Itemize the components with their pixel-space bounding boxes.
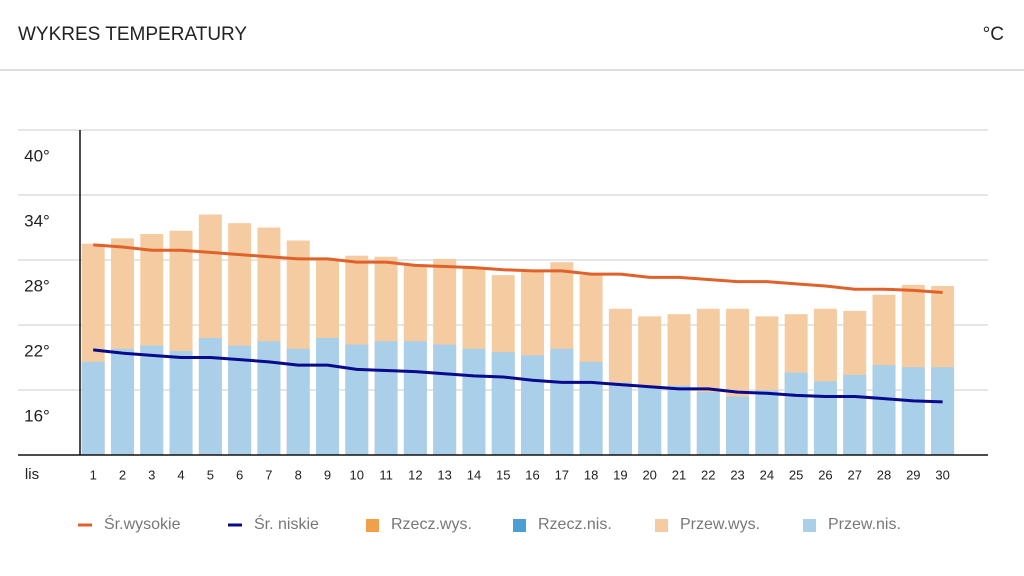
x-tick-label: 26: [818, 467, 832, 482]
x-tick-label: 5: [207, 467, 214, 482]
x-tick-label: 25: [789, 467, 803, 482]
x-tick-label: 19: [613, 467, 627, 482]
legend-swatch: [513, 519, 526, 532]
unit-label: °C: [983, 24, 1004, 45]
bar: [257, 341, 281, 455]
y-tick-label: 28°: [24, 276, 50, 295]
y-tick-label: 40°: [24, 146, 50, 165]
bar: [110, 348, 134, 455]
bar: [433, 344, 457, 455]
legend-label: Śr.wysokie: [104, 514, 181, 533]
x-tick-label: 18: [584, 467, 598, 482]
x-tick-label: 20: [642, 467, 656, 482]
x-tick-label: 12: [408, 467, 422, 482]
line: [93, 243, 943, 294]
bar: [813, 381, 837, 455]
bar: [521, 355, 545, 455]
x-tick-label: 7: [265, 467, 272, 482]
x-tick-label: 27: [847, 467, 861, 482]
legend-swatch: [803, 519, 816, 532]
bar: [755, 390, 779, 455]
y-tick-label: 22°: [24, 341, 50, 360]
bar: [872, 365, 896, 455]
x-tick-label: 8: [295, 467, 302, 482]
x-tick-label: 4: [177, 467, 184, 482]
legend-label: Śr. niskie: [254, 514, 319, 533]
x-tick-label: 24: [760, 467, 774, 482]
bar: [784, 372, 808, 455]
x-tick-label: 13: [437, 467, 451, 482]
bar: [81, 361, 105, 455]
legend-label: Przew.wys.: [680, 516, 760, 533]
x-tick-label: 1: [90, 467, 97, 482]
x-tick-label: 21: [672, 467, 686, 482]
x-tick-label: 10: [350, 467, 364, 482]
bar: [140, 345, 164, 455]
bar: [638, 385, 662, 455]
bar: [901, 367, 925, 455]
x-tick-label: 14: [467, 467, 481, 482]
x-tick-label: 17: [555, 467, 569, 482]
x-tick-label: 9: [324, 467, 331, 482]
y-tick-label: 16°: [24, 406, 50, 425]
x-tick-label: 29: [906, 467, 920, 482]
bar: [550, 348, 574, 455]
legend-label: Rzecz.nis.: [538, 516, 612, 533]
bar: [345, 344, 369, 455]
bar: [843, 374, 867, 455]
x-tick-label: 16: [525, 467, 539, 482]
bar: [608, 382, 632, 455]
legend-swatch: [366, 519, 379, 532]
bar: [228, 345, 252, 455]
x-tick-label: 23: [730, 467, 744, 482]
x-tick-label: 3: [148, 467, 155, 482]
bar: [726, 396, 750, 455]
x-tick-label: 30: [935, 467, 949, 482]
bar: [403, 341, 427, 455]
bar: [286, 348, 310, 455]
x-tick-label: 22: [701, 467, 715, 482]
legend-swatch: [655, 519, 668, 532]
bar: [374, 341, 398, 455]
bar: [462, 348, 486, 455]
x-tick-label: 11: [379, 467, 393, 482]
legend-label: Rzecz.wys.: [391, 516, 472, 533]
bar: [491, 352, 515, 455]
x-tick-label: 15: [496, 467, 510, 482]
x-axis-label: lis: [25, 466, 39, 483]
bar: [667, 385, 691, 455]
bar: [696, 392, 720, 455]
legend-label: Przew.nis.: [828, 516, 901, 533]
bar: [169, 351, 193, 455]
y-tick-label: 34°: [24, 211, 50, 230]
x-tick-label: 2: [119, 467, 126, 482]
chart-title: WYKRES TEMPERATURY: [18, 24, 247, 45]
bar: [198, 338, 222, 455]
x-tick-label: 6: [236, 467, 243, 482]
x-tick-label: 28: [877, 467, 891, 482]
bar: [579, 361, 603, 455]
bar: [931, 367, 955, 455]
bar: [316, 338, 340, 455]
line: [93, 348, 943, 404]
